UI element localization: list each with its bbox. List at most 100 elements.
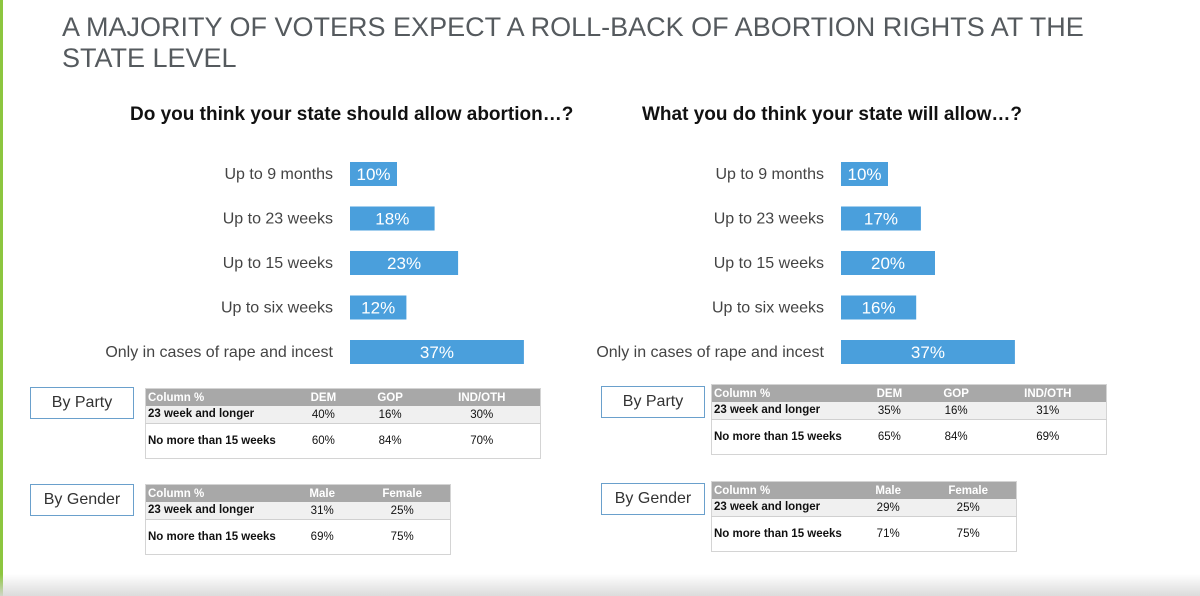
column-header: GOP [356, 388, 424, 406]
column-header: Column % [711, 481, 856, 499]
gender-crosstab: By Gender Column % Male Female 23 week a… [590, 481, 1170, 561]
table-cell: 31% [290, 502, 355, 520]
table-row: No more than 15 weeks 65% 84% 69% [711, 419, 1107, 455]
column-header: GOP [922, 384, 990, 402]
table-row: 23 week and longer 35% 16% 31% [711, 402, 1107, 420]
data-label: 10% [356, 165, 390, 184]
table-cell: 69% [989, 419, 1107, 455]
category-label: Only in cases of rape and incest [596, 344, 824, 361]
column-header: IND/OTH [989, 384, 1107, 402]
table-row: No more than 15 weeks 71% 75% [711, 516, 1017, 552]
table-row: No more than 15 weeks 60% 84% 70% [145, 423, 541, 459]
data-label: 10% [847, 165, 881, 184]
table-cell: 30% [423, 406, 541, 424]
row-label: 23 week and longer [145, 502, 290, 520]
by-party-button[interactable]: By Party [601, 386, 705, 418]
data-label: 12% [361, 299, 395, 318]
table-cell: 84% [922, 419, 990, 455]
table-cell: 35% [856, 402, 923, 420]
row-label: No more than 15 weeks [145, 519, 290, 555]
table-cell: 69% [290, 519, 355, 555]
party-table: Column % DEM GOP IND/OTH 23 week and lon… [145, 388, 541, 459]
column-header: Male [290, 484, 355, 502]
row-label: No more than 15 weeks [145, 423, 290, 459]
accent-bar [0, 0, 3, 596]
table-cell: 75% [354, 519, 451, 555]
by-gender-button[interactable]: By Gender [30, 484, 134, 516]
panel-should-allow: Do you think your state should allow abo… [0, 100, 580, 560]
table-row: 23 week and longer 31% 25% [145, 502, 451, 520]
column-header: DEM [856, 384, 923, 402]
bottom-shade [0, 574, 1200, 596]
row-label: No more than 15 weeks [711, 516, 856, 552]
bar [350, 206, 435, 231]
data-label: 17% [864, 210, 898, 229]
table-cell: 25% [920, 499, 1017, 517]
bar [841, 295, 917, 320]
column-header: Male [856, 481, 921, 499]
table-cell: 16% [922, 402, 990, 420]
data-label: 16% [862, 299, 896, 318]
table-cell: 40% [290, 406, 357, 424]
category-label: Up to 23 weeks [223, 211, 333, 228]
column-header: IND/OTH [423, 388, 541, 406]
table-cell: 65% [856, 419, 923, 455]
by-party-button[interactable]: By Party [30, 387, 134, 419]
bar [841, 206, 921, 231]
table-cell: 29% [856, 499, 921, 517]
category-label: Up to six weeks [221, 300, 333, 317]
category-label: Up to 9 months [225, 166, 334, 183]
data-label: 37% [420, 343, 454, 362]
category-label: Up to 15 weeks [714, 255, 824, 272]
column-header: Female [354, 484, 451, 502]
by-gender-button[interactable]: By Gender [601, 483, 705, 515]
row-label: 23 week and longer [711, 402, 856, 420]
party-crosstab: By Party Column % DEM GOP IND/OTH 23 wee… [0, 387, 580, 467]
table-row: 23 week and longer 40% 16% 30% [145, 406, 541, 424]
bar [350, 162, 397, 186]
column-header: DEM [290, 388, 357, 406]
bar [841, 251, 935, 275]
data-label: 37% [911, 343, 945, 362]
bar [841, 162, 888, 186]
bar [350, 251, 459, 275]
column-header: Column % [145, 484, 290, 502]
category-label: Up to 23 weeks [714, 211, 824, 228]
category-label: Up to six weeks [712, 300, 824, 317]
category-label: Up to 15 weeks [223, 255, 333, 272]
table-cell: 75% [920, 516, 1017, 552]
data-label: 18% [375, 210, 409, 229]
table-cell: 31% [989, 402, 1107, 420]
column-header: Column % [145, 388, 290, 406]
bar [841, 340, 1015, 364]
gender-crosstab: By Gender Column % Male Female 23 week a… [0, 484, 580, 564]
party-crosstab: By Party Column % DEM GOP IND/OTH 23 wee… [590, 384, 1170, 464]
row-label: No more than 15 weeks [711, 419, 856, 455]
panel-will-allow: What you do think your state will allow…… [590, 100, 1170, 560]
table-row: 23 week and longer 29% 25% [711, 499, 1017, 517]
slide-title: A MAJORITY OF VOTERS EXPECT A ROLL-BACK … [62, 12, 1084, 73]
table-cell: 16% [356, 406, 424, 424]
column-header: Female [920, 481, 1017, 499]
data-label: 20% [871, 254, 905, 273]
chart-title: Do you think your state should allow abo… [130, 104, 574, 125]
bar-chart-will-allow: Up to 9 months 10% Up to 23 weeks 17% Up to … [596, 162, 1015, 364]
table-cell: 84% [356, 423, 424, 459]
gender-table: Column % Male Female 23 week and longer … [145, 484, 451, 555]
bar [350, 295, 407, 320]
chart-title: What you do think your state will allow…… [642, 104, 1023, 125]
table-cell: 60% [290, 423, 357, 459]
category-label: Only in cases of rape and incest [105, 344, 333, 361]
table-row: No more than 15 weeks 69% 75% [145, 519, 451, 555]
row-label: 23 week and longer [711, 499, 856, 517]
party-table: Column % DEM GOP IND/OTH 23 week and lon… [711, 384, 1107, 455]
row-label: 23 week and longer [145, 406, 290, 424]
category-label: Up to 9 months [716, 166, 825, 183]
bar [350, 340, 524, 364]
data-label: 23% [387, 254, 421, 273]
table-cell: 70% [423, 423, 541, 459]
table-cell: 71% [856, 516, 921, 552]
bar-chart-should-allow: Up to 9 months 10% Up to 23 weeks 18% Up to … [105, 162, 524, 364]
column-header: Column % [711, 384, 856, 402]
gender-table: Column % Male Female 23 week and longer … [711, 481, 1017, 552]
